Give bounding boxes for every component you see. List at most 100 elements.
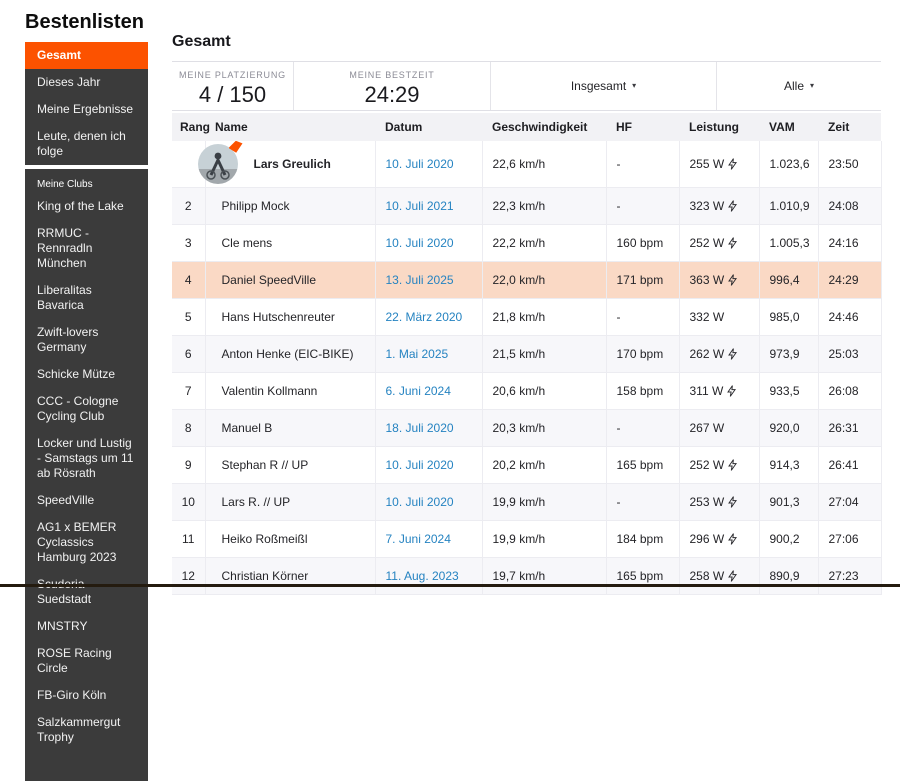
- power-meter-icon: [727, 384, 737, 397]
- activity-date-link[interactable]: 10. Juli 2020: [385, 494, 454, 509]
- speed-cell: 20,2 km/h: [482, 446, 607, 484]
- power-value: 323 W: [689, 198, 725, 213]
- club-item-mnstry[interactable]: MNSTRY: [37, 619, 88, 633]
- speed-cell: 22,2 km/h: [482, 224, 607, 262]
- vam-cell: 900,2: [759, 520, 819, 558]
- athlete-name[interactable]: Daniel SpeedVille: [221, 272, 317, 287]
- athlete-name[interactable]: Lars R. // UP: [221, 494, 291, 509]
- vam-cell: 973,9: [759, 335, 819, 373]
- vam-cell: 933,5: [759, 372, 819, 410]
- club-item-speedville[interactable]: SpeedVille: [37, 493, 95, 507]
- rank-cell: 8: [172, 409, 206, 447]
- athlete-name[interactable]: Philipp Mock: [221, 198, 290, 213]
- club-item-ag1-x-bemer-cyclassics-hamburg-2023[interactable]: AG1 x BEMER Cyclassics Hamburg 2023: [37, 520, 117, 564]
- sidebar-item-gesamt[interactable]: Gesamt: [25, 42, 148, 69]
- sidebar-item-leute-denen-ich-folge[interactable]: Leute, denen ich folge: [37, 129, 126, 158]
- activity-date-link[interactable]: 10. Juli 2021: [385, 198, 454, 213]
- date-cell: 10. Juli 2021: [375, 187, 483, 225]
- sidebar-item-meine-ergebnisse[interactable]: Meine Ergebnisse: [37, 102, 134, 116]
- power-meter-icon: [728, 569, 738, 582]
- filter-dropdown-alle[interactable]: Alle ▾: [716, 62, 881, 110]
- activity-date-link[interactable]: 10. Juli 2020: [385, 235, 454, 250]
- vam-cell: 901,3: [759, 483, 819, 521]
- power-meter-icon: [728, 532, 738, 545]
- activity-date-link[interactable]: 7. Juni 2024: [385, 531, 451, 546]
- power-value: 255 W: [689, 156, 725, 171]
- athlete-name[interactable]: Stephan R // UP: [221, 457, 309, 472]
- time-cell: 26:31: [818, 409, 882, 447]
- athlete-name[interactable]: Hans Hutschenreuter: [221, 309, 335, 324]
- leaderboard-row-7: 7 Valentin Kollmann 6. Juni 2024 20,6 km/h 1…: [172, 372, 882, 410]
- club-item-liberalitas-bavarica[interactable]: Liberalitas Bavarica: [37, 283, 92, 312]
- hf-cell: -: [606, 187, 680, 225]
- time-cell: 24:08: [818, 187, 882, 225]
- rank-cell: 4: [172, 261, 206, 299]
- power-value: 258 W: [689, 568, 725, 583]
- name-cell: Stephan R // UP: [205, 446, 376, 484]
- chevron-down-icon: ▾: [632, 81, 637, 90]
- activity-date-link[interactable]: 10. Juli 2020: [385, 457, 454, 472]
- hf-cell: -: [606, 483, 680, 521]
- hf-cell: -: [606, 298, 680, 336]
- rank-cell: 10: [172, 483, 206, 521]
- column-header-hf: HF: [606, 113, 679, 141]
- club-item-scuderia-suedstadt[interactable]: Scuderia Suedstadt: [37, 577, 92, 606]
- power-cell: 253 W: [679, 483, 760, 521]
- hf-cell: 165 bpm: [606, 557, 680, 595]
- activity-date-link[interactable]: 11. Aug. 2023: [385, 568, 459, 583]
- speed-cell: 21,8 km/h: [482, 298, 607, 336]
- vam-cell: 1.023,6: [759, 141, 819, 188]
- filter-dropdown-insgesamt[interactable]: Insgesamt ▾: [490, 62, 716, 110]
- athlete-name[interactable]: Manuel B: [221, 420, 273, 435]
- name-cell: Daniel SpeedVille: [205, 261, 376, 299]
- sidebar-item-dieses-jahr[interactable]: Dieses Jahr: [37, 75, 101, 89]
- athlete-name[interactable]: Valentin Kollmann: [221, 383, 318, 398]
- athlete-name[interactable]: Cle mens: [221, 235, 273, 250]
- column-header-geschwindigkeit: Geschwindigkeit: [482, 113, 606, 141]
- club-item-fb-giro-köln[interactable]: FB-Giro Köln: [37, 688, 107, 702]
- club-item-rrmuc-rennradln-münchen[interactable]: RRMUC - Rennradln München: [37, 226, 93, 270]
- athlete-name[interactable]: Christian Körner: [221, 568, 309, 583]
- club-item-salzkammergut-trophy[interactable]: Salzkammergut Trophy: [37, 715, 121, 744]
- athlete-name[interactable]: Lars Greulich: [253, 156, 331, 171]
- filter-label: Insgesamt: [570, 79, 627, 93]
- activity-date-link[interactable]: 1. Mai 2025: [385, 346, 449, 361]
- avatar-photo: [197, 143, 238, 184]
- club-item-ccc-cologne-cycling-club[interactable]: CCC - Cologne Cycling Club: [37, 394, 119, 423]
- club-item-king-of-the-lake[interactable]: King of the Lake: [37, 199, 124, 213]
- sidebar-nav-clubs: Meine Clubs King of the Lake RRMUC - Renn…: [25, 169, 148, 781]
- athlete-name[interactable]: Anton Henke (EIC-BIKE): [221, 346, 354, 361]
- vam-cell: 985,0: [759, 298, 819, 336]
- window-bottom-edge: [0, 584, 900, 587]
- power-meter-icon: [728, 347, 738, 360]
- club-item-rose-racing-circle[interactable]: ROSE Racing Circle: [37, 646, 112, 675]
- name-cell: Lars R. // UP: [205, 483, 376, 521]
- activity-date-link[interactable]: 13. Juli 2025: [385, 272, 454, 287]
- athlete-name[interactable]: Heiko Roßmeißl: [221, 531, 308, 546]
- time-cell: 27:04: [818, 483, 882, 521]
- main-content: Gesamt MEINE PLATZIERUNG 4 / 150 MEINE B…: [172, 0, 882, 781]
- activity-date-link[interactable]: 6. Juni 2024: [385, 383, 451, 398]
- stat-bestzeit: MEINE BESTZEIT 24:29: [293, 62, 490, 110]
- date-cell: 1. Mai 2025: [375, 335, 483, 373]
- club-item-schicke-mütze[interactable]: Schicke Mütze: [37, 367, 116, 381]
- chevron-down-icon: ▾: [810, 81, 815, 90]
- vam-cell: 890,9: [759, 557, 819, 595]
- activity-date-link[interactable]: 18. Juli 2020: [385, 420, 454, 435]
- leaderboard-row-1: Lars Greulich 10. Juli 2020 22,6 km/h -255 …: [172, 140, 882, 188]
- page-title: Bestenlisten: [25, 11, 144, 33]
- activity-date-link[interactable]: 22. März 2020: [385, 309, 463, 324]
- leaderboard-row-2: 2 Philipp Mock 10. Juli 2021 22,3 km/h -323 …: [172, 187, 882, 225]
- power-value: 296 W: [689, 531, 725, 546]
- name-cell: Christian Körner: [205, 557, 376, 595]
- activity-date-link[interactable]: 10. Juli 2020: [385, 156, 454, 171]
- leaderboard-row-6: 6 Anton Henke (EIC-BIKE) 1. Mai 2025 21,5 k…: [172, 335, 882, 373]
- club-item-locker-und-lustig-samstags-um-11-ab-rösrath[interactable]: Locker und Lustig - Samstags um 11 ab Rö…: [37, 436, 134, 480]
- club-item-zwift-lovers-germany[interactable]: Zwift-lovers Germany: [37, 325, 99, 354]
- speed-cell: 19,7 km/h: [482, 557, 607, 595]
- power-cell: 258 W: [679, 557, 760, 595]
- power-cell: 311 W: [679, 372, 760, 410]
- time-cell: 26:41: [818, 446, 882, 484]
- time-cell: 27:23: [818, 557, 882, 595]
- athlete-avatar[interactable]: [197, 140, 243, 184]
